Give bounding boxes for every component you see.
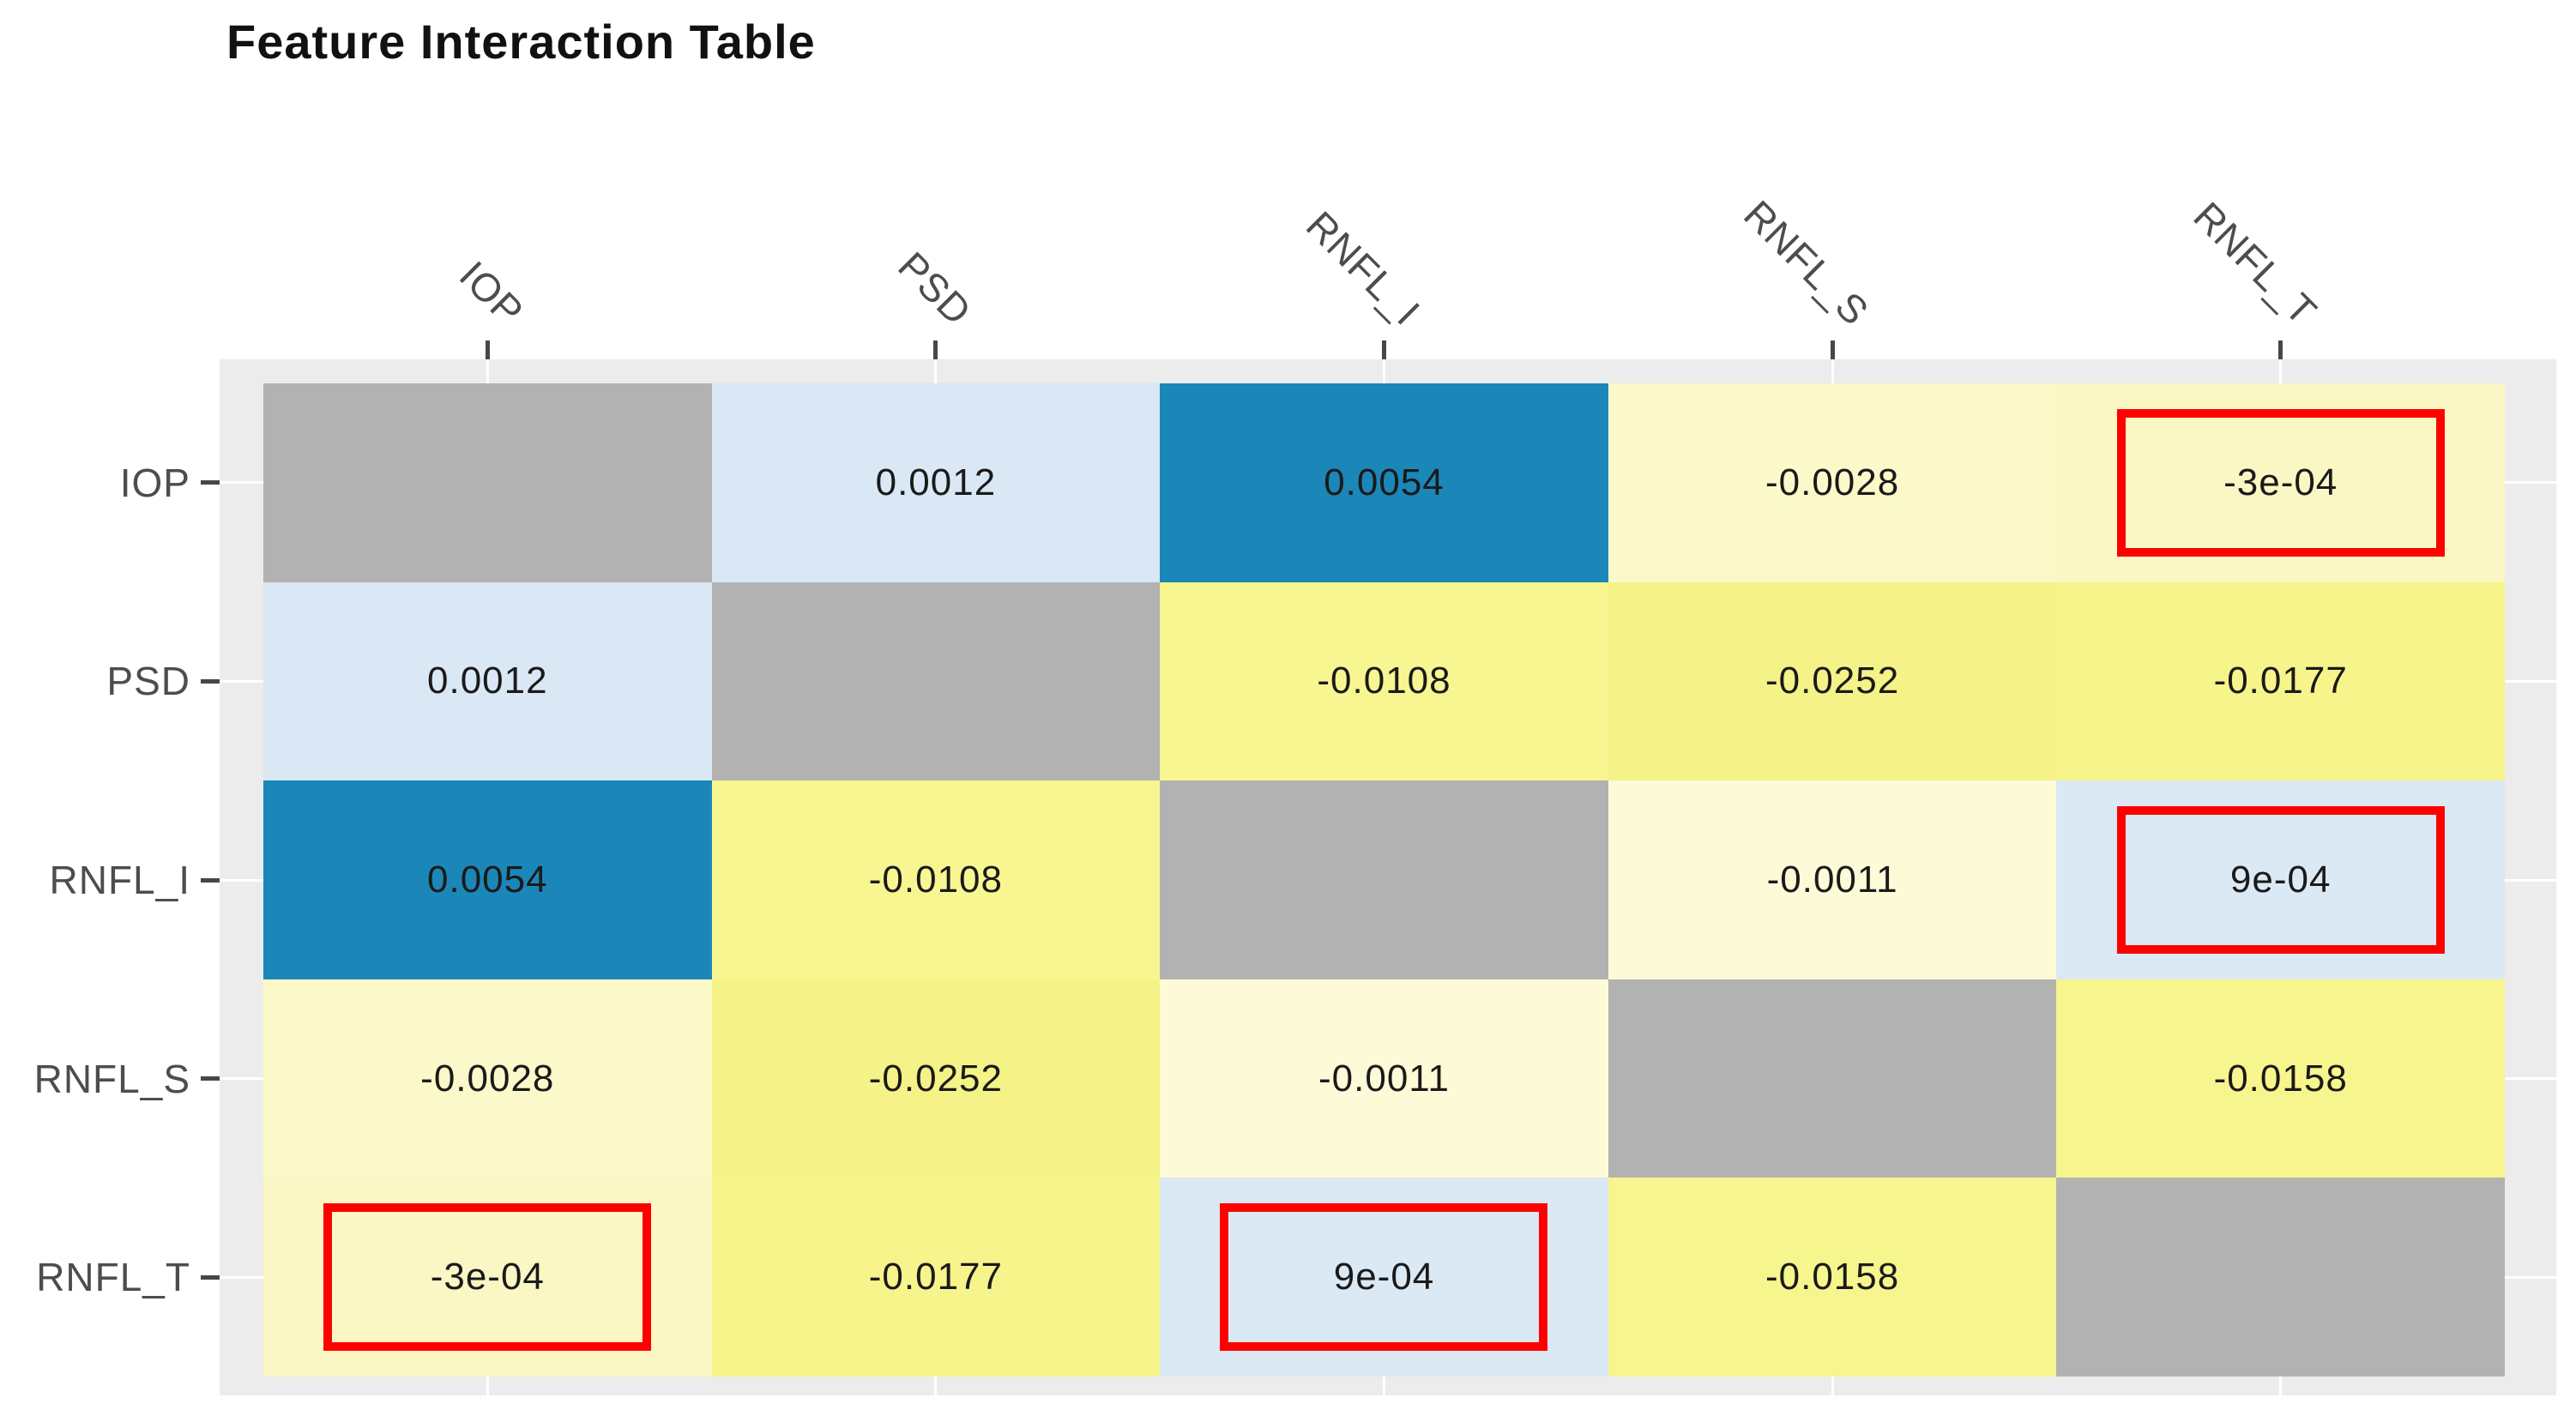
- row-label: RNFL_I: [49, 858, 190, 902]
- column-label: RNFL_S: [1734, 191, 1878, 334]
- column-label-anchor: RNFL_T: [1934, 193, 2326, 334]
- column-label: RNFL_I: [1297, 202, 1429, 334]
- heatmap-cell: -3e-04: [263, 1178, 712, 1377]
- row-label: IOP: [119, 460, 190, 505]
- heatmap-cell: -0.0158: [1608, 1178, 2057, 1377]
- cell-value: -0.0252: [868, 1057, 1003, 1100]
- heatmap-cell: -0.0252: [1608, 581, 2057, 781]
- left-axis-tick: [201, 1274, 220, 1280]
- heatmap-cell: 9e-04: [2056, 780, 2505, 979]
- cell-value: 9e-04: [2229, 858, 2332, 901]
- heatmap-cell: 0.0054: [263, 780, 712, 979]
- heatmap-cell: -0.0108: [711, 780, 1161, 979]
- heatmap-cell-diagonal: [1160, 780, 1608, 979]
- cell-value: 0.0012: [427, 660, 548, 702]
- chart-title: Feature Interaction Table: [226, 15, 816, 69]
- row-label: PSD: [106, 659, 190, 704]
- cell-value: -0.0011: [1318, 1057, 1450, 1100]
- left-axis-tick: [201, 1076, 220, 1082]
- cell-value: -0.0158: [1765, 1256, 1900, 1298]
- highlight-box: [2116, 805, 2445, 954]
- heatmap-cell-diagonal: [2056, 1178, 2505, 1377]
- cell-value: 0.0012: [875, 461, 997, 503]
- cell-value: -0.0028: [1765, 461, 1900, 503]
- heatmap-cell-diagonal: [263, 383, 712, 582]
- cell-value: -0.0028: [420, 1057, 555, 1100]
- top-axis-tick: [2278, 340, 2283, 359]
- top-axis-tick: [485, 340, 490, 359]
- cell-value: -0.0158: [2213, 1057, 2348, 1100]
- cell-value: -3e-04: [2223, 461, 2338, 503]
- cell-value: -0.0177: [2213, 660, 2348, 702]
- cell-value: 9e-04: [1333, 1256, 1435, 1298]
- left-axis-tick: [201, 678, 220, 684]
- heatmap-cell: -0.0108: [1160, 581, 1608, 781]
- column-label: IOP: [450, 252, 533, 334]
- left-axis-tick: [201, 480, 220, 485]
- heatmap-grid: 0.0012 0.0054 -0.0028 -3e-04 0.0012 -0.0108 -0…: [263, 383, 2505, 1377]
- column-label: PSD: [890, 243, 981, 334]
- heatmap-cell: -0.0177: [711, 1178, 1161, 1377]
- heatmap-cell: 0.0054: [1160, 383, 1608, 582]
- heatmap-cell: -0.0252: [711, 979, 1161, 1178]
- column-label-anchor: RNFL_S: [1485, 192, 1878, 334]
- cell-value: -0.0108: [868, 858, 1003, 901]
- heatmap-cell: -0.0158: [2056, 979, 2505, 1178]
- row-label: RNFL_S: [33, 1056, 190, 1101]
- cell-value: -0.0011: [1766, 858, 1898, 901]
- top-axis-tick: [1382, 340, 1386, 359]
- left-axis-tick: [201, 877, 220, 883]
- cell-value: -0.0177: [868, 1256, 1003, 1298]
- column-label: RNFL_T: [2185, 193, 2326, 334]
- cell-value: 0.0054: [1324, 461, 1445, 503]
- row-label: RNFL_T: [36, 1255, 190, 1300]
- cell-value: -0.0252: [1765, 660, 1900, 702]
- highlight-box: [1220, 1203, 1548, 1352]
- heatmap-cell: 9e-04: [1160, 1178, 1608, 1377]
- cell-value: 0.0054: [427, 858, 548, 901]
- heatmap-cell: -0.0177: [2056, 581, 2505, 781]
- heatmap-cell: -3e-04: [2056, 383, 2505, 582]
- heatmap-cell: -0.0028: [263, 979, 712, 1178]
- heatmap-cell: 0.0012: [263, 581, 712, 781]
- heatmap-cell: -0.0011: [1608, 780, 2057, 979]
- heatmap-cell-diagonal: [1608, 979, 2057, 1178]
- cell-value: -3e-04: [430, 1256, 545, 1298]
- heatmap-cell: -0.0028: [1608, 383, 2057, 582]
- heatmap-cell: 0.0012: [711, 383, 1161, 582]
- highlight-box: [2116, 408, 2445, 557]
- cell-value: -0.0108: [1317, 660, 1451, 702]
- highlight-box: [323, 1203, 652, 1352]
- top-axis-tick: [933, 340, 938, 359]
- column-label-anchor: PSD: [588, 244, 981, 334]
- heatmap-cell: -0.0011: [1160, 979, 1608, 1178]
- top-axis-tick: [1830, 340, 1835, 359]
- column-label-anchor: IOP: [140, 252, 533, 334]
- heatmap-cell-diagonal: [711, 581, 1161, 781]
- column-label-anchor: RNFL_I: [1037, 202, 1429, 334]
